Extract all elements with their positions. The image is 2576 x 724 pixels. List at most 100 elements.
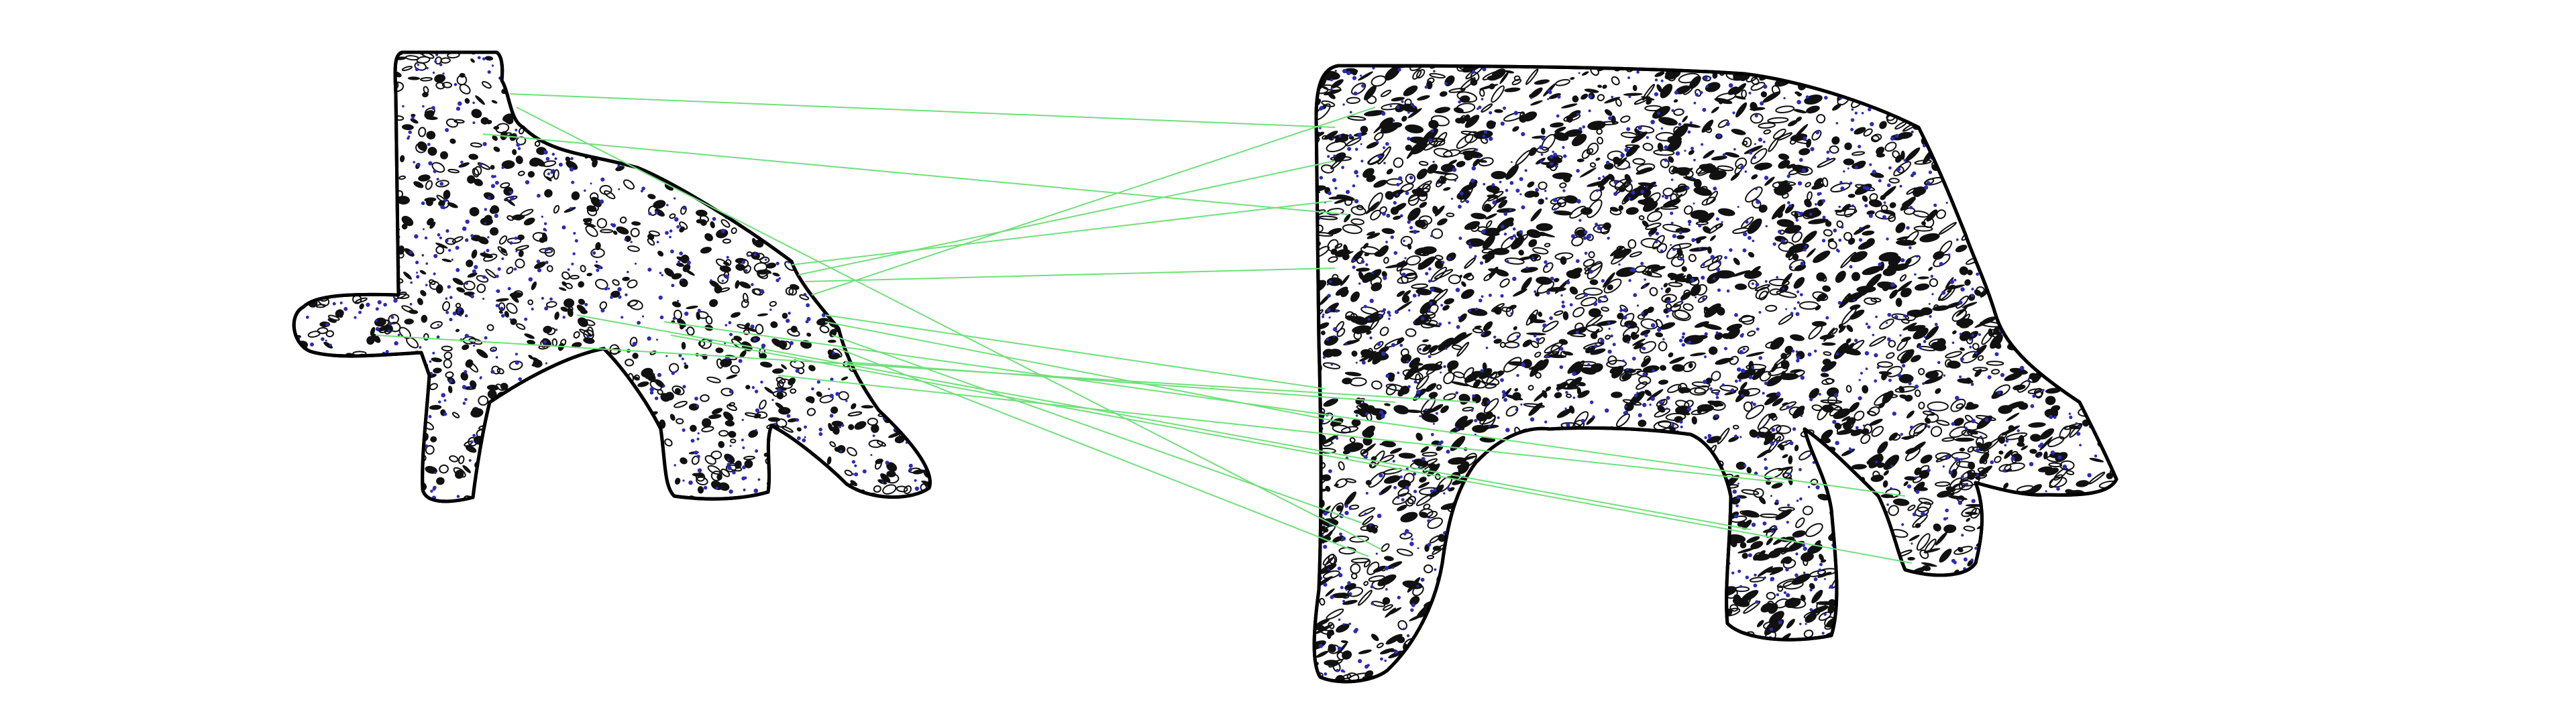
keypoint: [611, 152, 614, 155]
keypoint: [297, 129, 301, 133]
texture-mark: [2048, 513, 2066, 520]
texture-mark: [626, 388, 631, 396]
keypoint: [358, 191, 362, 196]
texture-mark: [2040, 515, 2047, 522]
texture-mark: [1687, 554, 1704, 560]
keypoint: [333, 156, 337, 160]
texture-mark: [1888, 214, 1896, 223]
texture-mark: [1517, 506, 1526, 516]
texture-mark: [649, 139, 663, 148]
keypoint: [771, 117, 775, 122]
texture-mark: [2096, 686, 2117, 694]
texture-mark: [861, 405, 874, 409]
texture-mark: [1900, 337, 1911, 342]
keypoint: [653, 460, 656, 463]
keypoint: [492, 349, 495, 352]
texture-mark: [830, 406, 839, 414]
texture-mark: [1982, 86, 1989, 93]
texture-mark: [468, 154, 478, 160]
texture-mark: [1902, 576, 1919, 593]
texture-mark: [2029, 500, 2038, 509]
texture-mark: [711, 52, 720, 54]
texture-mark: [1521, 502, 1527, 511]
keypoint: [300, 46, 304, 50]
texture-mark: [1772, 684, 1781, 690]
keypoint: [904, 253, 908, 257]
texture-mark: [1392, 493, 1412, 505]
texture-mark: [362, 133, 377, 143]
texture-mark: [1918, 659, 1927, 668]
texture-mark: [680, 115, 690, 125]
keypoint: [500, 314, 505, 318]
texture-mark: [2001, 90, 2008, 97]
texture-mark: [1507, 332, 1521, 343]
texture-mark: [914, 225, 921, 231]
texture-mark: [2019, 130, 2024, 138]
texture-mark: [630, 227, 640, 237]
texture-mark: [819, 498, 833, 501]
texture-mark: [419, 269, 427, 275]
texture-mark: [1505, 629, 1520, 639]
texture-mark: [2049, 68, 2061, 80]
keypoint: [402, 489, 405, 491]
keypoint: [558, 162, 563, 167]
texture-mark: [562, 389, 572, 395]
texture-mark: [2069, 257, 2081, 266]
keypoint: [441, 393, 445, 398]
texture-mark: [565, 86, 576, 94]
texture-mark: [2035, 143, 2047, 147]
texture-mark: [2070, 516, 2091, 522]
keypoint: [755, 500, 758, 501]
keypoint: [325, 322, 329, 326]
texture-mark: [918, 192, 929, 198]
texture-mark: [2048, 175, 2067, 183]
texture-mark: [481, 80, 492, 89]
texture-mark: [1752, 367, 1766, 380]
texture-mark: [1841, 66, 1849, 74]
keypoint: [634, 111, 637, 114]
texture-mark: [798, 63, 813, 68]
texture-mark: [2098, 370, 2112, 381]
texture-mark: [1596, 320, 1617, 326]
texture-mark: [1368, 154, 1384, 166]
keypoint: [421, 254, 425, 257]
texture-mark: [1322, 362, 1341, 369]
keypoint: [536, 259, 540, 263]
keypoint: [829, 394, 834, 398]
texture-mark: [1926, 209, 1938, 222]
texture-mark: [918, 54, 930, 62]
keypoint: [699, 502, 702, 505]
texture-mark: [297, 497, 304, 501]
texture-mark: [1609, 491, 1615, 497]
texture-mark: [2054, 355, 2074, 366]
texture-mark: [612, 279, 620, 286]
texture-mark: [1398, 680, 1417, 682]
texture-mark: [637, 426, 651, 434]
texture-mark: [1867, 587, 1874, 591]
texture-mark: [562, 64, 574, 71]
keypoint: [447, 285, 451, 289]
texture-mark: [570, 436, 582, 444]
keypoint: [291, 59, 293, 61]
keypoint: [517, 147, 521, 150]
texture-mark: [417, 298, 423, 306]
texture-mark: [531, 363, 543, 367]
texture-mark: [790, 325, 798, 333]
texture-mark: [1868, 520, 1875, 526]
keypoint: [806, 303, 810, 308]
texture-mark: [1674, 654, 1693, 660]
keypoint: [607, 287, 610, 290]
texture-mark: [1477, 502, 1484, 510]
texture-mark: [775, 402, 785, 410]
keypoint: [504, 458, 508, 462]
texture-mark: [303, 371, 314, 377]
texture-mark: [366, 75, 376, 81]
texture-mark: [657, 250, 664, 257]
texture-mark: [1930, 426, 1943, 437]
texture-mark: [1668, 678, 1673, 682]
keypoint: [500, 306, 504, 310]
texture-mark: [513, 495, 524, 501]
texture-mark: [1548, 586, 1562, 593]
texture-mark: [555, 74, 570, 80]
texture-mark: [1608, 668, 1627, 677]
